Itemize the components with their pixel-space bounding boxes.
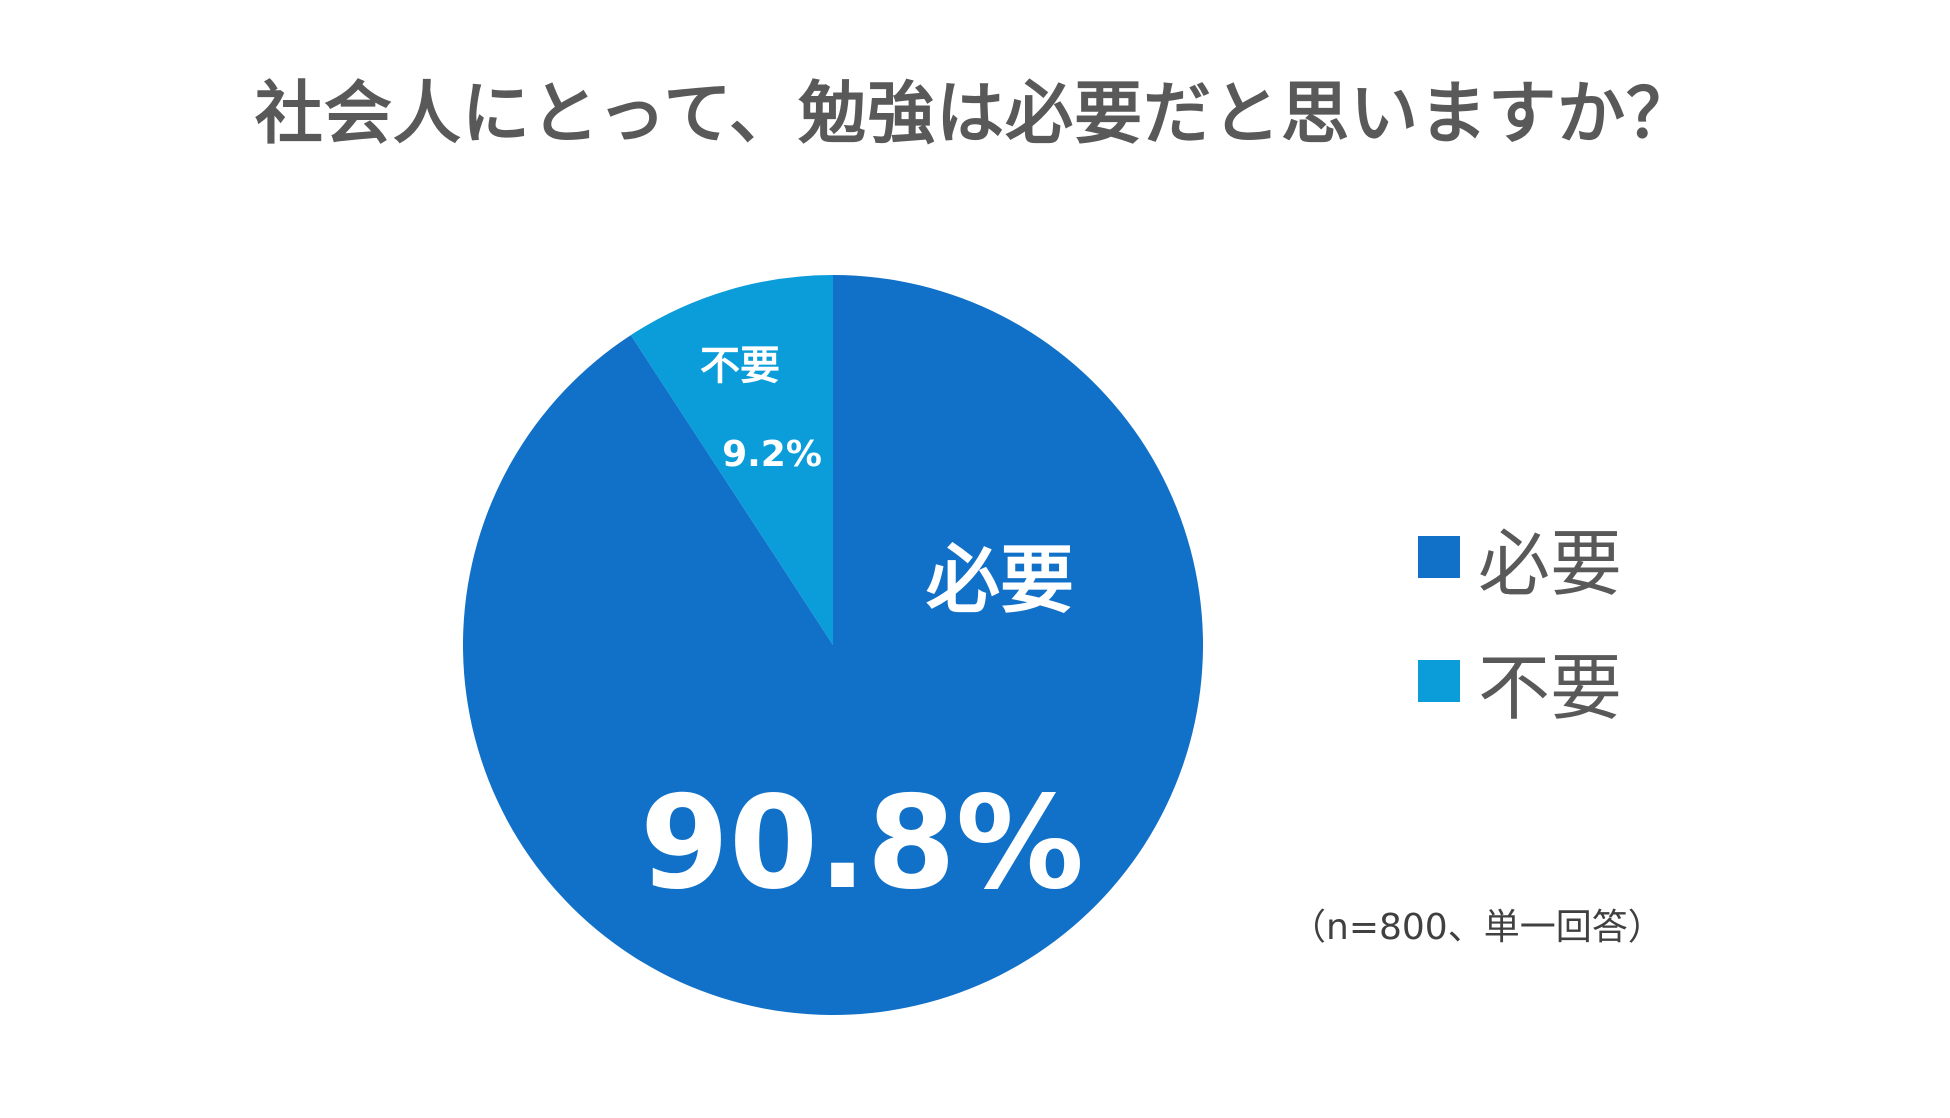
pie-slice-unnecessary <box>630 275 833 645</box>
legend-swatch-necessary <box>1418 536 1460 578</box>
legend-item-necessary: 必要 <box>1418 495 1622 619</box>
slice-value-necessary: 90.8% <box>640 769 1084 918</box>
pie-labels: 必要 90.8% 不要 9.2% <box>640 343 1084 918</box>
pie-slices <box>462 275 1203 1015</box>
slice-label-unnecessary: 不要 <box>700 343 780 389</box>
legend-swatch-unnecessary <box>1418 660 1460 702</box>
slice-value-unnecessary: 9.2% <box>722 434 822 475</box>
chart-title: 社会人にとって、勉強は必要だと思いますか？ <box>254 75 1696 154</box>
pie-slice-necessary <box>462 275 1203 1015</box>
legend-label-necessary: 必要 <box>1478 521 1623 606</box>
sample-note: （n=800、単一回答） <box>1290 907 1664 948</box>
legend: 必要 不要 <box>1418 495 1622 743</box>
legend-item-unnecessary: 不要 <box>1418 619 1622 743</box>
legend-label-unnecessary: 不要 <box>1478 645 1623 730</box>
slice-label-necessary: 必要 <box>926 538 1074 624</box>
